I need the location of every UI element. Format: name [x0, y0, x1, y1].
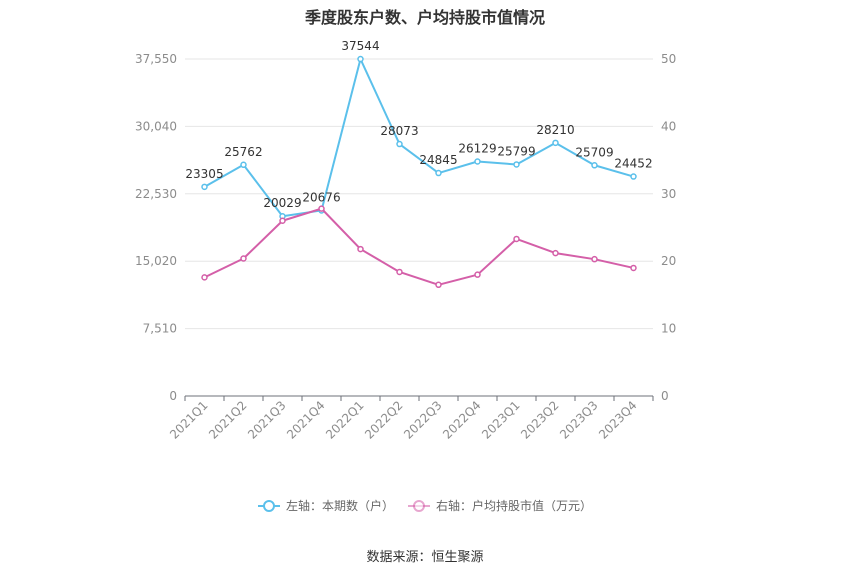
right-tick-label: 40 [661, 119, 676, 133]
right-tick-label: 10 [661, 322, 676, 336]
data-label: 20676 [302, 190, 340, 204]
legend-item-right[interactable]: 右轴：户均持股市值（万元） [408, 498, 592, 513]
x-tick-label: 2021Q4 [284, 398, 328, 442]
series-layer [201, 55, 637, 289]
x-tick-label: 2022Q3 [401, 398, 445, 442]
right-tick-label: 0 [661, 389, 669, 403]
data-point-right[interactable] [435, 281, 442, 289]
data-label: 25762 [224, 145, 262, 159]
data-point-left[interactable] [591, 162, 598, 169]
legend-label: 右轴：户均持股市值（万元） [436, 498, 592, 513]
left-tick-label: 30,040 [135, 119, 177, 133]
x-tick-label: 2023Q1 [479, 398, 523, 442]
chart-title: 季度股东户数、户均持股市值情况 [304, 8, 545, 27]
legend[interactable]: 左轴：本期数（户） 右轴：户均持股市值（万元） [258, 498, 592, 513]
data-label: 24845 [419, 153, 457, 167]
data-label: 25709 [575, 145, 613, 159]
legend-marker-icon [263, 500, 275, 512]
data-point-right[interactable] [513, 235, 520, 243]
x-tick-label: 2023Q3 [557, 398, 601, 442]
legend-label: 左轴：本期数（户） [286, 498, 394, 513]
data-point-right[interactable] [552, 249, 559, 257]
x-tick-label: 2023Q2 [518, 398, 562, 442]
left-tick-label: 37,550 [135, 52, 177, 66]
data-point-right[interactable] [240, 255, 247, 262]
right-tick-label: 30 [661, 187, 676, 201]
data-point-left[interactable] [240, 161, 247, 169]
data-label: 37544 [341, 39, 379, 53]
data-point-left[interactable] [630, 173, 637, 180]
data-point-left[interactable] [513, 161, 520, 168]
data-point-right[interactable] [630, 264, 637, 272]
data-point-right[interactable] [591, 255, 598, 263]
left-tick-label: 0 [169, 389, 177, 403]
left-axis: 0 7,510 15,020 22,530 30,040 37,550 [135, 52, 177, 403]
data-label: 24452 [614, 157, 652, 171]
data-label: 25799 [497, 144, 535, 158]
data-source: 数据来源：恒生聚源 [366, 550, 484, 565]
data-point-left[interactable] [552, 139, 559, 147]
x-tick-label: 2023Q4 [596, 398, 640, 442]
data-point-right[interactable] [474, 271, 481, 278]
data-point-left[interactable] [396, 140, 403, 148]
x-tick-label: 2021Q1 [167, 398, 211, 442]
right-axis: 0 10 20 30 40 50 [661, 52, 676, 403]
x-tick-label: 2021Q3 [245, 398, 289, 442]
data-label: 28073 [380, 124, 418, 138]
data-point-right[interactable] [201, 274, 208, 281]
left-tick-label: 7,510 [143, 322, 177, 336]
legend-marker-icon [413, 500, 425, 512]
x-tick-label: 2022Q4 [440, 398, 484, 442]
data-point-left[interactable] [357, 55, 364, 63]
data-label: 26129 [458, 142, 496, 156]
data-point-right[interactable] [318, 205, 325, 212]
left-tick-label: 22,530 [135, 187, 177, 201]
x-tick-label: 2022Q1 [323, 398, 367, 442]
data-point-left[interactable] [435, 169, 442, 177]
right-tick-label: 50 [661, 52, 676, 66]
series-line-left [204, 58, 634, 218]
x-axis: 2021Q12021Q22021Q32021Q42022Q12022Q22022… [167, 395, 654, 442]
grid-lines [185, 58, 653, 330]
data-point-right[interactable] [396, 268, 403, 276]
x-tick-label: 2021Q2 [206, 398, 250, 442]
legend-item-left[interactable]: 左轴：本期数（户） [258, 498, 394, 513]
data-label: 20029 [263, 196, 301, 210]
data-point-right[interactable] [357, 245, 364, 253]
left-tick-label: 15,020 [135, 254, 177, 268]
right-tick-label: 20 [661, 254, 676, 268]
series-line-right [204, 207, 634, 286]
data-point-right[interactable] [279, 217, 286, 225]
data-label: 28210 [536, 123, 574, 137]
data-label: 23305 [185, 167, 223, 181]
data-point-left[interactable] [201, 183, 208, 191]
data-point-left[interactable] [474, 158, 481, 165]
x-tick-label: 2022Q2 [362, 398, 406, 442]
